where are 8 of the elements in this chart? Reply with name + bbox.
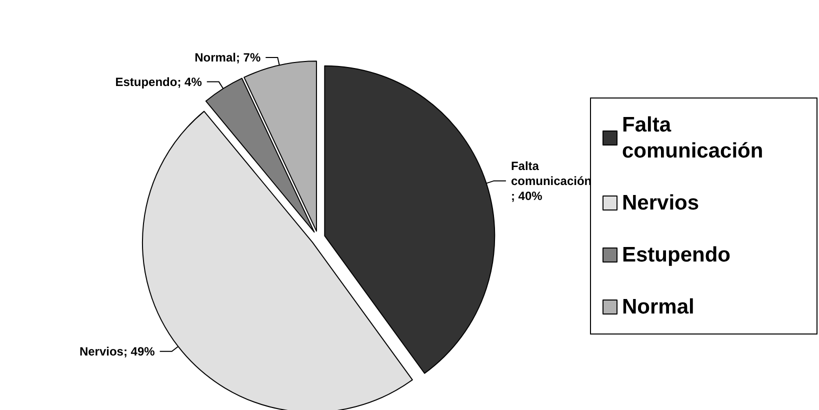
legend-label: Nervios: [622, 192, 700, 214]
legend-label: Estupendo: [622, 244, 730, 266]
data-label: Estupendo; 4%: [115, 74, 202, 89]
data-label: Nervios; 49%: [79, 344, 156, 358]
legend-label: Normal: [622, 296, 694, 318]
data-label: Normal; 7%: [194, 50, 261, 64]
legend-label: Falta comunicación: [622, 114, 764, 162]
data-label: Falta comunicación; 40%: [510, 158, 592, 203]
